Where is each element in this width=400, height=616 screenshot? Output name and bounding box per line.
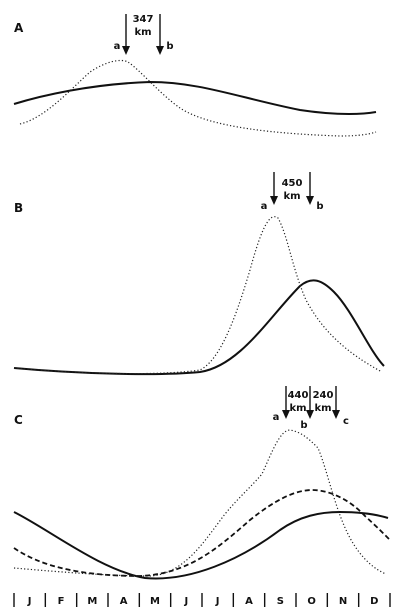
panel-b-solid-curve [13, 279, 385, 376]
month-label: M [150, 596, 160, 607]
panel-b-dotted-curve [13, 216, 383, 375]
month-label: A [120, 596, 128, 607]
month-label: S [277, 596, 284, 607]
month-label: A [245, 596, 253, 607]
panel-c-dashed-curve [13, 489, 391, 577]
panel-b-marker-b: b [316, 201, 323, 212]
panel-b-distance: 450 [282, 178, 303, 189]
panel-c: C 440 km 240 km a b c [13, 386, 391, 580]
panel-b: B 450 km a b [13, 172, 385, 376]
panel-c-unit-2: km [314, 403, 331, 414]
panel-b-label: B [14, 201, 23, 215]
month-label: F [58, 596, 65, 607]
panel-c-marker-b: b [300, 420, 307, 431]
panel-a-solid-curve [13, 80, 377, 115]
panel-c-distance-1: 440 [288, 390, 309, 401]
month-label: D [370, 596, 378, 607]
month-label: N [339, 596, 347, 607]
panel-a-distance: 347 [133, 14, 154, 25]
month-label: M [87, 596, 97, 607]
panel-b-unit: km [283, 191, 300, 202]
panel-a-marker-a: a [114, 41, 121, 52]
panel-c-distance-2: 240 [313, 390, 334, 401]
month-label: J [215, 596, 220, 607]
panel-c-marker-c: c [343, 416, 349, 427]
month-label: O [307, 596, 316, 607]
panel-c-solid-curve [13, 510, 389, 580]
panel-c-distance-markers: 440 km 240 km a b c [273, 386, 349, 431]
month-label: J [27, 596, 32, 607]
panel-c-label: C [14, 413, 23, 427]
panel-b-marker-a: a [261, 201, 268, 212]
panel-c-dotted-curve [13, 429, 387, 577]
panel-a-unit: km [134, 27, 151, 38]
panel-c-unit-1: km [289, 403, 306, 414]
panel-b-distance-marker: 450 km a b [261, 172, 324, 212]
panel-a: A 347 km a b [13, 14, 377, 137]
panel-c-marker-a: a [273, 412, 280, 423]
panel-a-marker-b: b [166, 41, 173, 52]
month-label: J [183, 596, 188, 607]
panel-a-label: A [14, 21, 24, 35]
panel-a-dotted-curve [19, 59, 377, 137]
panel-a-distance-marker: 347 km a b [114, 14, 174, 55]
